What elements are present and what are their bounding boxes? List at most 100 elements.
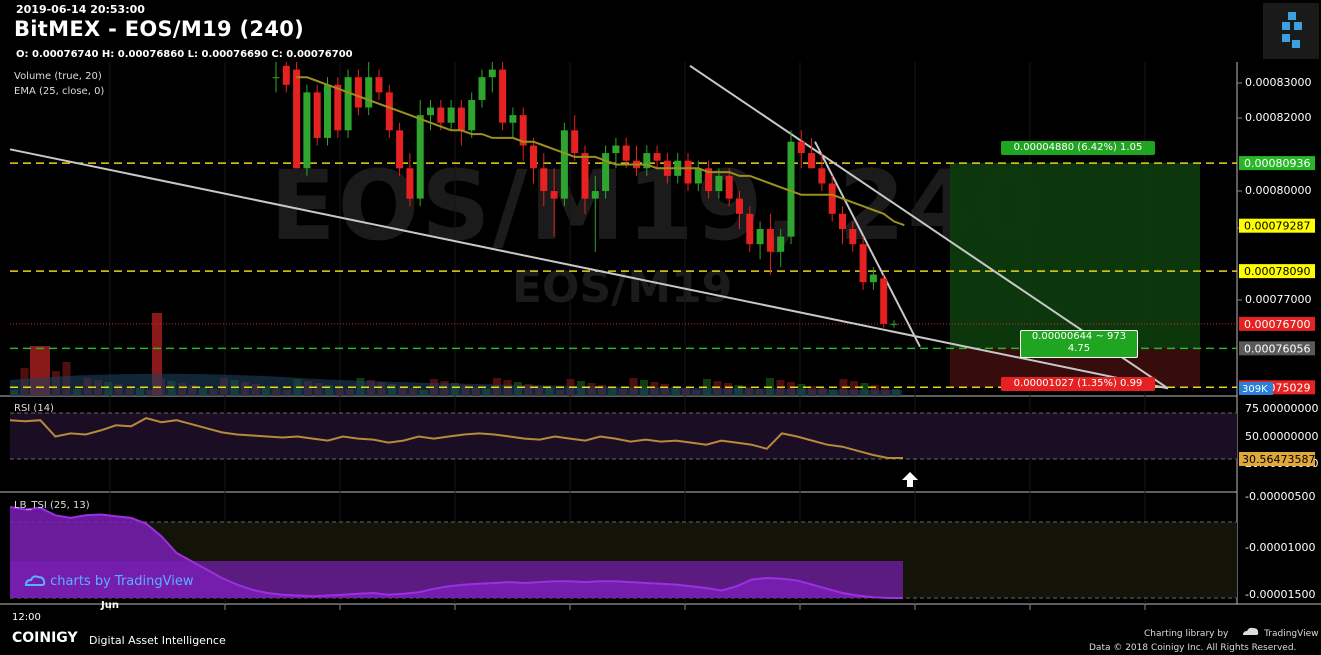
candle-body bbox=[797, 141, 805, 154]
tsi-tick-label: -0.00001000 bbox=[1245, 541, 1315, 554]
candle-body bbox=[427, 107, 434, 116]
candle-body bbox=[602, 153, 610, 192]
candle-body bbox=[859, 244, 867, 283]
candle-body bbox=[839, 213, 846, 229]
coinigy-tagline: Digital Asset Intelligence bbox=[89, 634, 226, 647]
candle-body bbox=[766, 229, 774, 252]
indicator-volume-label[interactable]: Volume (true, 20) bbox=[14, 71, 102, 82]
y-tick-label: 0.00077000 bbox=[1245, 293, 1311, 306]
candle-body bbox=[653, 153, 661, 161]
candle-body bbox=[313, 92, 321, 138]
target-zone bbox=[950, 163, 1200, 349]
price-tag-bg bbox=[1239, 156, 1315, 171]
candle-body bbox=[746, 213, 754, 245]
y-tick-label: 0.00083000 bbox=[1245, 76, 1311, 89]
tradingview-badge-text: charts by TradingView bbox=[50, 574, 194, 589]
tsi-pane bbox=[9, 506, 903, 599]
volume-bar bbox=[860, 383, 869, 396]
candle-body bbox=[447, 107, 455, 123]
candle-body bbox=[808, 153, 816, 169]
candle-body bbox=[560, 130, 568, 199]
candle-body bbox=[334, 84, 342, 131]
candle-body bbox=[457, 107, 465, 131]
tradingview-cloud-icon bbox=[24, 574, 46, 586]
candle-body bbox=[643, 153, 651, 169]
price-axis: 0.000830000.000820000.000800000.00079000… bbox=[1237, 76, 1318, 601]
candle-body bbox=[519, 115, 527, 146]
rsi-tick-label: 75.00000000 bbox=[1245, 402, 1318, 415]
candle-body bbox=[437, 107, 445, 123]
candle-body bbox=[303, 92, 311, 169]
volume-bar bbox=[152, 313, 162, 396]
candle-body bbox=[880, 278, 888, 324]
candle-body bbox=[725, 175, 733, 199]
chart-title: BitMEX - EOS/M19 (240) bbox=[14, 17, 305, 41]
tsi-tick-label: -0.00000500 bbox=[1245, 490, 1315, 503]
price-tag: 0.00080936 bbox=[1244, 157, 1310, 170]
candle-body bbox=[591, 191, 599, 199]
entry-label-line2: 4.75 bbox=[1067, 343, 1091, 354]
ema-path bbox=[296, 76, 905, 227]
candle-body bbox=[715, 175, 723, 192]
candle-body bbox=[612, 145, 620, 154]
candle-body bbox=[468, 99, 476, 131]
candle-body bbox=[344, 77, 352, 131]
rsi-tag: 30.56473587 bbox=[1242, 453, 1315, 466]
candle-body bbox=[818, 168, 826, 184]
candle-body bbox=[324, 84, 331, 138]
up-arrow-icon bbox=[900, 470, 920, 490]
volume-bars bbox=[10, 313, 902, 396]
x-label-1200: 12:00 bbox=[12, 612, 41, 623]
tsi-tick-label: -0.00001500 bbox=[1245, 588, 1315, 601]
position-boxes bbox=[950, 163, 1200, 388]
candle-body bbox=[849, 229, 857, 245]
price-tags: 0.00080936 0.00079287 0.00078090 0.00076700… bbox=[1239, 156, 1315, 466]
candle-body bbox=[828, 183, 836, 214]
candle-body bbox=[478, 77, 486, 100]
tsi-title[interactable]: LB_TSI (25, 13) bbox=[14, 500, 90, 511]
candle-body bbox=[694, 168, 702, 184]
candle-body bbox=[488, 69, 496, 78]
coinigy-brand: COINIGY bbox=[12, 630, 78, 646]
candle-body bbox=[530, 145, 537, 169]
candle-body bbox=[869, 274, 877, 283]
indicator-ema-label[interactable]: EMA (25, close, 0) bbox=[14, 86, 105, 97]
charting-library-credit: Charting library by TradingView bbox=[1144, 626, 1319, 639]
candle-body bbox=[571, 130, 579, 154]
candle-body bbox=[406, 168, 414, 199]
price-tag: 0.00079287 bbox=[1244, 220, 1310, 233]
rsi-line bbox=[9, 417, 903, 459]
candle-body bbox=[777, 236, 785, 252]
candle-body bbox=[622, 145, 630, 161]
price-tag-bg bbox=[1239, 218, 1315, 233]
stop-label: 0.00001027 (1.35%) 0.99 bbox=[1001, 377, 1155, 391]
tradingview-cloud-icon bbox=[1241, 626, 1261, 636]
price-tag-bg bbox=[1239, 341, 1315, 356]
tradingview-name: TradingView bbox=[1264, 629, 1319, 639]
price-tag-bg bbox=[1239, 316, 1315, 331]
candle-body bbox=[354, 77, 362, 108]
price-levels bbox=[10, 162, 1237, 389]
volume-tag-bg bbox=[1239, 382, 1273, 395]
tradingview-badge[interactable]: charts by TradingView bbox=[24, 573, 193, 589]
candle-body bbox=[293, 69, 301, 169]
candle-body bbox=[272, 77, 280, 79]
volume-ma bbox=[10, 373, 902, 396]
candle-body bbox=[396, 130, 404, 169]
candle-body bbox=[509, 115, 517, 123]
rsi-title[interactable]: RSI (14) bbox=[14, 403, 54, 414]
coinigy-logo-icon bbox=[1263, 3, 1319, 59]
copyright: Data © 2018 Coinigy Inc. All Rights Rese… bbox=[1089, 643, 1297, 653]
ema-line bbox=[296, 76, 905, 227]
candle-body bbox=[385, 92, 393, 131]
price-tag-bg bbox=[1239, 264, 1315, 279]
price-tag: 0.00076056 bbox=[1244, 342, 1310, 355]
candle-body bbox=[705, 168, 713, 192]
charting-library-text: Charting library by bbox=[1144, 629, 1229, 639]
candle-body bbox=[736, 198, 743, 214]
candle-body bbox=[581, 153, 589, 199]
y-tick-label: 0.00082000 bbox=[1245, 111, 1311, 124]
entry-label-line1: 0.00000644 ~ 973 bbox=[1031, 331, 1127, 342]
price-tag: 0.00076700 bbox=[1244, 318, 1310, 331]
